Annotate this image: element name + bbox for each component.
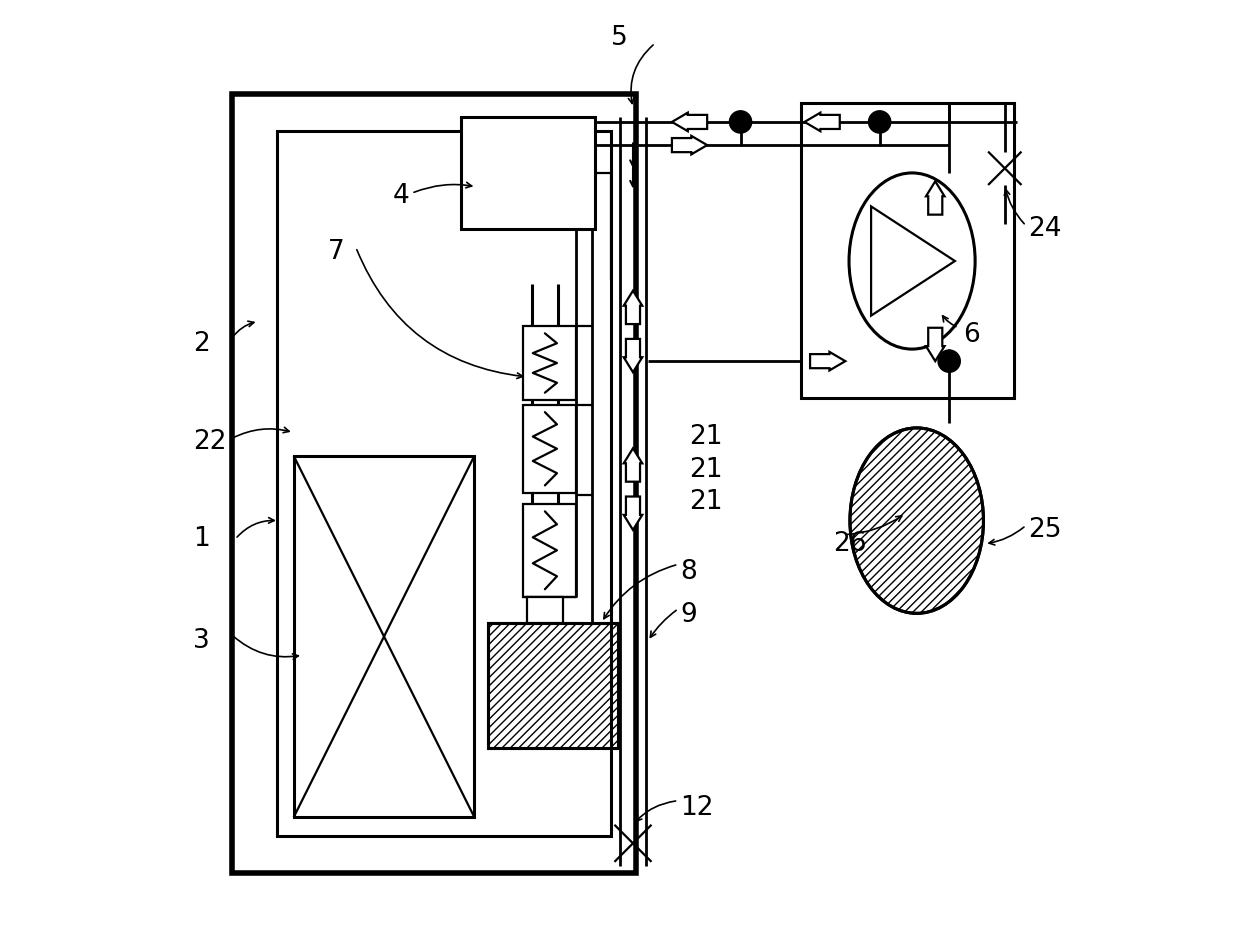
Circle shape	[937, 350, 960, 372]
Bar	[489, 622, 619, 748]
Polygon shape	[624, 291, 642, 324]
Polygon shape	[810, 352, 846, 370]
Polygon shape	[926, 181, 945, 215]
Text: 1: 1	[193, 526, 211, 552]
Circle shape	[729, 111, 751, 133]
Bar	[294, 456, 475, 817]
Circle shape	[868, 111, 890, 133]
Bar	[460, 117, 595, 229]
Text: 4: 4	[393, 183, 409, 209]
Polygon shape	[624, 497, 642, 530]
Text: 26: 26	[833, 531, 867, 557]
Text: 5: 5	[611, 25, 627, 51]
Bar	[527, 597, 563, 622]
Polygon shape	[805, 113, 839, 131]
Polygon shape	[672, 113, 707, 131]
Text: 7: 7	[327, 239, 345, 265]
Text: 12: 12	[681, 795, 714, 821]
Bar	[522, 405, 577, 493]
Bar	[232, 94, 636, 873]
Text: 24: 24	[1028, 216, 1061, 242]
Bar	[522, 504, 577, 597]
Text: 21: 21	[689, 424, 723, 450]
Text: 6: 6	[963, 322, 980, 348]
Text: 3: 3	[193, 628, 211, 654]
Text: 9: 9	[681, 603, 697, 628]
Bar	[489, 622, 619, 748]
Bar	[801, 103, 1014, 398]
Text: 22: 22	[193, 429, 227, 455]
Bar	[277, 131, 611, 836]
Bar	[522, 326, 577, 400]
Polygon shape	[624, 448, 642, 482]
Polygon shape	[624, 339, 642, 372]
Text: 2: 2	[193, 331, 211, 357]
Polygon shape	[926, 327, 945, 361]
Text: 25: 25	[1028, 517, 1061, 543]
Text: 8: 8	[681, 559, 697, 585]
Text: 21: 21	[689, 489, 723, 515]
Polygon shape	[672, 136, 707, 154]
Text: 21: 21	[689, 457, 723, 483]
Ellipse shape	[849, 173, 975, 349]
